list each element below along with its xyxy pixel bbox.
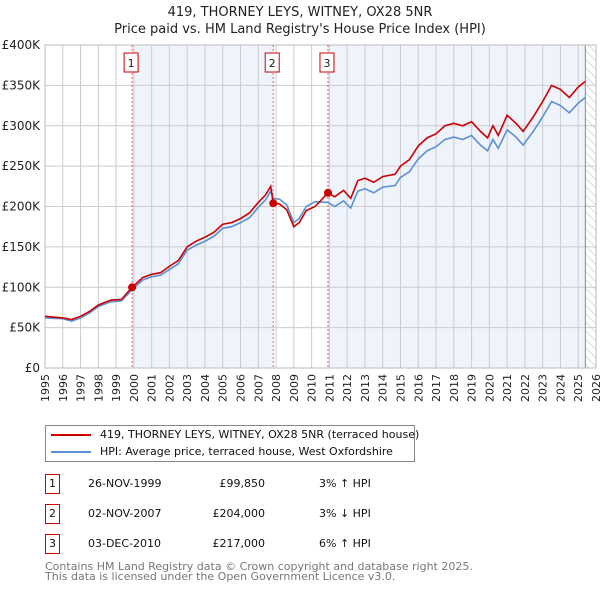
chart-plot: 1995 1996 1997 1998 1999 2000 2001 2002 2003 2004… [2, 38, 600, 402]
sale-hpi-diff: 3% ↓ HPI [319, 507, 371, 520]
sale-point [269, 199, 278, 208]
sale-label-box [319, 52, 335, 73]
sale-hpi-diff: 3% ↑ HPI [319, 477, 371, 490]
y-tick-label: £250K [2, 159, 42, 173]
y-tick-label: £100K [2, 280, 42, 294]
y-tick-label: £200K [2, 200, 42, 214]
sale-point [323, 188, 332, 197]
x-tick-label: 2017 [430, 374, 443, 402]
x-tick-label: 1997 [75, 374, 88, 402]
x-tick-label: 2011 [323, 374, 336, 402]
x-tick-label: 2025 [572, 374, 585, 402]
x-tick-label: 2001 [146, 374, 159, 402]
y-tick-label: £50K [9, 321, 41, 335]
sale-date: 02-NOV-2007 [88, 507, 162, 520]
x-tick-label: 2023 [537, 374, 550, 402]
x-tick-label: 2002 [163, 374, 176, 402]
legend-swatch [51, 434, 91, 436]
x-tick-label: 2021 [501, 374, 514, 402]
x-tick-label: 2016 [412, 374, 425, 402]
legend-swatch [51, 451, 91, 453]
sale-row: 2 02-NOV-2007 £204,000 3% ↓ HPI [0, 504, 600, 526]
sale-price: £204,000 [212, 507, 266, 520]
legend-label: 419, THORNEY LEYS, WITNEY, OX28 5NR (ter… [100, 428, 420, 441]
sale-marker-box: 1 [45, 474, 60, 494]
x-tick-label: 2012 [341, 374, 354, 402]
y-tick-label: £300K [2, 119, 42, 133]
x-tick-label: 2008 [270, 374, 283, 402]
x-tick-label: 1998 [92, 374, 105, 402]
x-tick-label: 2018 [448, 374, 461, 402]
sale-hpi-diff: 6% ↑ HPI [319, 537, 371, 550]
sale-point [128, 283, 137, 292]
sale-date: 26-NOV-1999 [88, 477, 162, 490]
x-tick-label: 2009 [288, 374, 301, 402]
x-tick-label: 2010 [306, 374, 319, 402]
sale-row: 3 03-DEC-2010 £217,000 6% ↑ HPI [0, 534, 600, 556]
price-line [44, 80, 586, 321]
x-tick-label: 2000 [128, 374, 141, 402]
x-tick-label: 1996 [57, 374, 70, 402]
sale-label-box [123, 52, 139, 73]
legend-label: HPI: Average price, terraced house, West… [100, 445, 393, 458]
y-tick-label: £150K [2, 240, 42, 254]
x-tick-label: 2020 [483, 374, 496, 402]
y-tick-label: £350K [2, 78, 42, 92]
x-tick-label: 2013 [359, 374, 372, 402]
y-tick-label: £400K [2, 38, 42, 52]
sale-date: 03-DEC-2010 [88, 537, 162, 550]
x-tick-label: 1995 [39, 374, 52, 402]
x-tick-label: 1999 [110, 374, 123, 402]
x-tick-label: 2004 [199, 374, 212, 402]
hpi-line [44, 96, 586, 323]
sale-row: 1 26-NOV-1999 £99,850 3% ↑ HPI [0, 474, 600, 496]
legend: 419, THORNEY LEYS, WITNEY, OX28 5NR (ter… [45, 425, 419, 462]
x-tick-label: 2022 [519, 374, 532, 402]
x-tick-label: 2015 [394, 374, 407, 402]
footer-copyright: Contains HM Land Registry data © Crown c… [45, 560, 473, 573]
plot-frame [44, 44, 597, 369]
sale-price: £99,850 [219, 477, 266, 490]
chart-title: 419, THORNEY LEYS, WITNEY, OX28 5NR [167, 5, 433, 20]
x-tick-label: 2014 [377, 374, 390, 402]
x-tick-label: 2003 [181, 374, 194, 402]
x-tick-label: 2007 [252, 374, 265, 402]
x-tick-label: 2026 [590, 374, 600, 402]
sale-label-box [264, 52, 280, 73]
sale-label: 3 [323, 57, 330, 70]
sale-label: 2 [269, 57, 276, 70]
x-tick-label: 2019 [466, 374, 479, 402]
x-tick-label: 2024 [554, 374, 567, 402]
sale-marker-box: 3 [45, 534, 60, 554]
sale-price: £217,000 [212, 537, 266, 550]
y-tick-label: £0 [25, 361, 40, 375]
footer-licence: This data is licensed under the Open Gov… [45, 570, 396, 583]
sale-marker-box: 2 [45, 504, 60, 524]
sale-label: 1 [128, 57, 135, 70]
x-tick-label: 2005 [217, 374, 230, 402]
x-tick-label: 2006 [235, 374, 248, 402]
chart-subtitle: Price paid vs. HM Land Registry's House … [114, 22, 486, 37]
